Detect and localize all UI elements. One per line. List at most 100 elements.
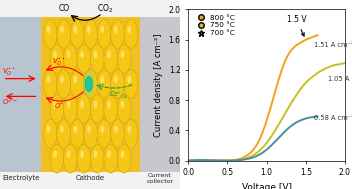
Circle shape: [84, 70, 98, 98]
Circle shape: [97, 20, 111, 48]
800 °C: [265, 117, 270, 119]
Circle shape: [118, 45, 131, 73]
Text: CO$_2$: CO$_2$: [97, 2, 113, 15]
Circle shape: [80, 150, 84, 158]
Line: 800 °C: 800 °C: [188, 35, 318, 161]
Text: 0.58 A cm⁻²: 0.58 A cm⁻²: [314, 115, 352, 121]
Text: $O^{\bullet}$: $O^{\bullet}$: [54, 102, 64, 111]
Circle shape: [43, 20, 57, 48]
Bar: [140, 17, 180, 172]
Circle shape: [118, 144, 131, 173]
Circle shape: [50, 144, 64, 173]
Circle shape: [64, 94, 77, 123]
Circle shape: [64, 45, 77, 73]
Circle shape: [83, 71, 95, 97]
Circle shape: [70, 20, 84, 48]
700 °C: [303, 117, 308, 120]
750 °C: [279, 119, 283, 122]
Circle shape: [121, 101, 124, 108]
Circle shape: [90, 45, 104, 73]
Circle shape: [50, 94, 64, 123]
Circle shape: [87, 26, 91, 33]
Circle shape: [101, 125, 104, 133]
Circle shape: [121, 51, 124, 58]
Bar: [41, 17, 140, 172]
Circle shape: [127, 76, 131, 83]
Line: 750 °C: 750 °C: [188, 63, 345, 161]
Circle shape: [85, 76, 93, 91]
Circle shape: [107, 150, 111, 158]
Legend: 800 °C, 750 °C, 700 °C: 800 °C, 750 °C, 700 °C: [192, 13, 236, 38]
Circle shape: [67, 150, 70, 158]
Circle shape: [47, 125, 50, 133]
Circle shape: [67, 101, 70, 108]
Circle shape: [50, 45, 64, 73]
Circle shape: [53, 51, 57, 58]
700 °C: [265, 148, 270, 150]
Circle shape: [53, 150, 57, 158]
Circle shape: [87, 76, 91, 83]
Circle shape: [84, 20, 98, 48]
800 °C: [315, 34, 320, 36]
Text: 1.05 A cm⁻²: 1.05 A cm⁻²: [328, 76, 352, 82]
800 °C: [303, 39, 308, 41]
Circle shape: [127, 26, 131, 33]
Text: 1.5 V: 1.5 V: [287, 15, 306, 36]
Circle shape: [97, 70, 111, 98]
Circle shape: [80, 101, 84, 108]
Circle shape: [101, 76, 104, 83]
Circle shape: [67, 51, 70, 58]
700 °C: [186, 160, 190, 162]
Circle shape: [124, 119, 138, 148]
750 °C: [282, 114, 286, 116]
700 °C: [263, 149, 268, 152]
Circle shape: [114, 76, 118, 83]
Text: Current
collector: Current collector: [146, 173, 174, 184]
Circle shape: [118, 94, 131, 123]
Circle shape: [127, 125, 131, 133]
Circle shape: [87, 125, 91, 133]
Circle shape: [94, 51, 97, 58]
700 °C: [187, 160, 191, 162]
Circle shape: [47, 76, 50, 83]
Circle shape: [47, 26, 50, 33]
750 °C: [328, 65, 332, 68]
Circle shape: [77, 94, 91, 123]
Circle shape: [43, 119, 57, 148]
Text: 1.51 A cm⁻²: 1.51 A cm⁻²: [314, 42, 352, 48]
Circle shape: [124, 20, 138, 48]
Circle shape: [57, 119, 70, 148]
Text: $V_O^{\bullet\bullet}$: $V_O^{\bullet\bullet}$: [52, 57, 66, 68]
Circle shape: [104, 45, 118, 73]
Circle shape: [77, 45, 91, 73]
700 °C: [263, 150, 267, 152]
Circle shape: [107, 101, 111, 108]
Circle shape: [114, 125, 118, 133]
Bar: [0, 17, 41, 172]
Circle shape: [104, 94, 118, 123]
750 °C: [279, 119, 284, 121]
Circle shape: [77, 144, 91, 173]
Text: Cathode: Cathode: [76, 175, 105, 181]
800 °C: [295, 44, 299, 46]
Circle shape: [94, 150, 97, 158]
Circle shape: [70, 70, 84, 98]
X-axis label: Voltage [V]: Voltage [V]: [241, 183, 292, 189]
Text: $V_O^{\bullet\bullet}$: $V_O^{\bullet\bullet}$: [2, 67, 16, 78]
Circle shape: [60, 26, 64, 33]
Y-axis label: Current density [A cm⁻²]: Current density [A cm⁻²]: [154, 33, 163, 137]
Circle shape: [70, 119, 84, 148]
750 °C: [186, 160, 190, 162]
Circle shape: [74, 26, 77, 33]
Circle shape: [53, 101, 57, 108]
Circle shape: [57, 20, 70, 48]
Circle shape: [80, 51, 84, 58]
Circle shape: [60, 76, 64, 83]
Circle shape: [64, 144, 77, 173]
Circle shape: [74, 125, 77, 133]
750 °C: [318, 70, 322, 72]
Circle shape: [60, 125, 64, 133]
Circle shape: [74, 76, 77, 83]
Circle shape: [104, 144, 118, 173]
Circle shape: [57, 70, 70, 98]
